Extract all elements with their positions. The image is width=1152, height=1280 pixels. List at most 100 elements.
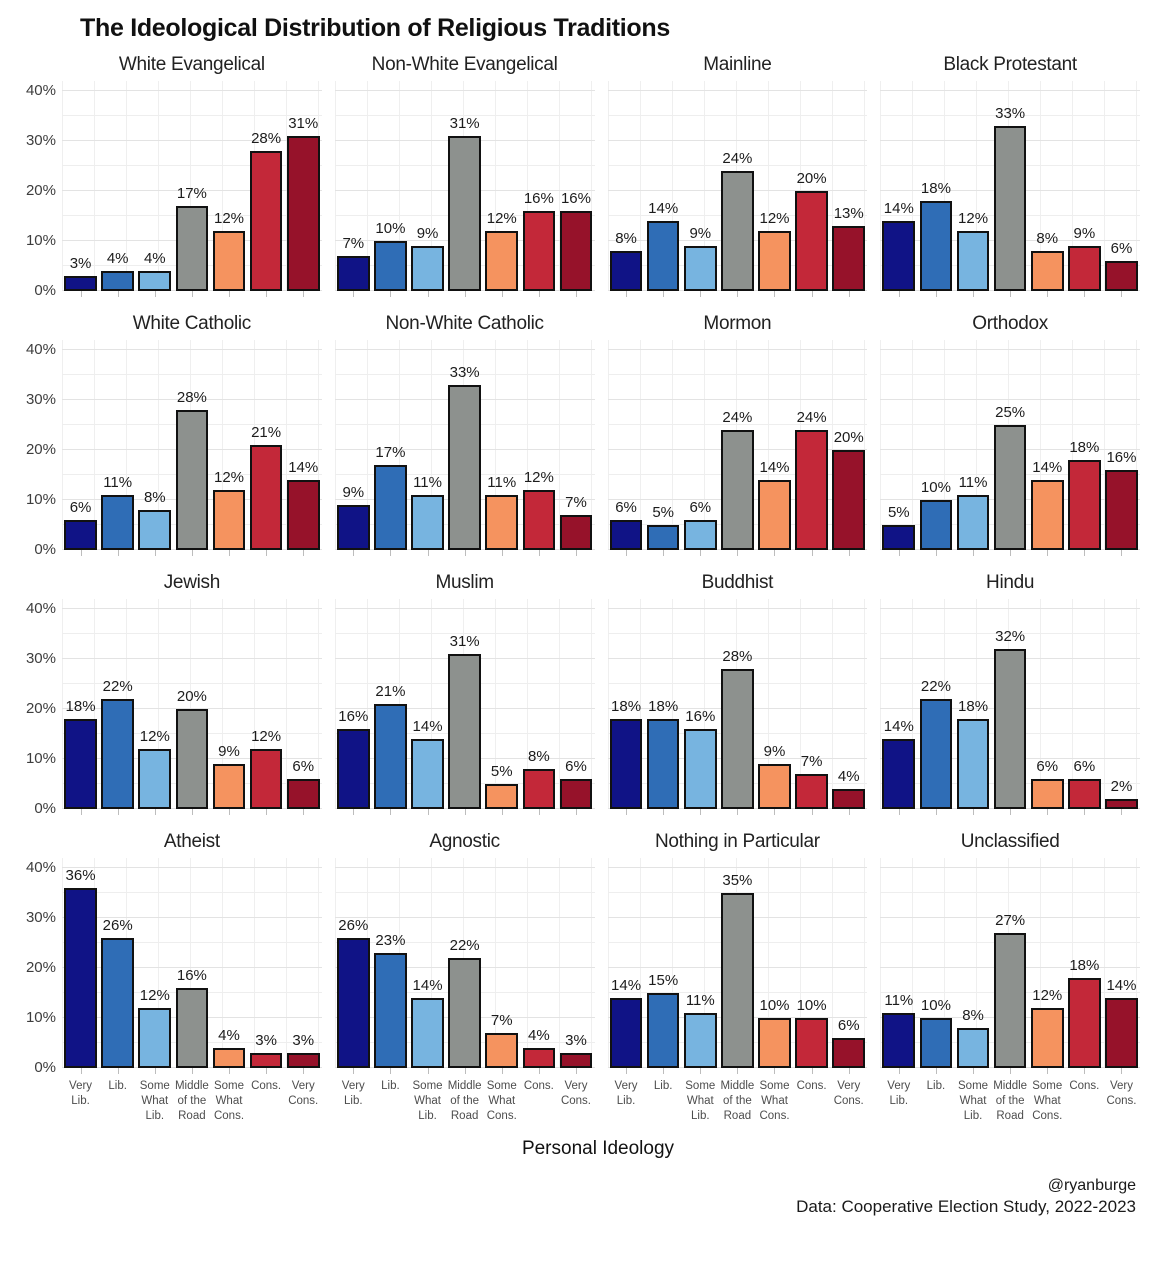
axis-tick <box>811 291 813 297</box>
axis-ticks <box>880 1068 1140 1075</box>
bar-slot: 18% <box>954 599 991 809</box>
bar-value-label: 6% <box>565 758 587 775</box>
bar-value-label: 10% <box>759 997 790 1014</box>
axis-tick <box>935 1068 937 1074</box>
bar <box>286 1053 320 1068</box>
bar <box>249 1053 283 1068</box>
bar <box>721 430 754 550</box>
bar-slot: 31% <box>285 81 322 291</box>
bar <box>832 450 866 550</box>
axis-tick <box>737 291 739 297</box>
y-tick-label: 0% <box>34 1059 56 1076</box>
bar-value-label: 24% <box>796 409 827 426</box>
axis-tick <box>898 809 900 815</box>
facet-agnostic: Agnostic 26% 23% 14% 22% 7% 4% 3% Very Lib. Lib. S… <box>334 830 595 1124</box>
bar <box>374 241 407 291</box>
bar-slot: 3% <box>62 81 99 291</box>
bar <box>919 500 953 550</box>
bar <box>374 953 407 1068</box>
bar <box>758 1018 791 1068</box>
bar-value-label: 12% <box>1032 987 1063 1004</box>
bar <box>138 749 172 809</box>
bar-slot: 14% <box>608 858 645 1068</box>
bar-slot: 11% <box>99 340 136 550</box>
bar-value-label: 9% <box>689 225 712 242</box>
bar-value-label: 14% <box>611 977 642 994</box>
bar-slot: 4% <box>520 858 557 1068</box>
x-tick-label: Very Cons. <box>560 1080 591 1107</box>
axis-tick <box>303 550 305 556</box>
bar-slot: 16% <box>557 81 594 291</box>
facet-title: Agnostic <box>429 831 500 852</box>
axis-tick <box>700 1068 702 1074</box>
bar <box>882 221 916 291</box>
facet-title: White Catholic <box>132 313 252 334</box>
bar-value-label: 22% <box>102 678 133 695</box>
bar <box>448 136 481 291</box>
bar-value-label: 6% <box>689 499 712 516</box>
bar <box>609 719 643 809</box>
bar-value-label: 5% <box>887 504 910 521</box>
axis-tick <box>1121 550 1123 556</box>
bar-value-label: 18% <box>1069 957 1100 974</box>
bar-slot: 14% <box>645 81 682 291</box>
y-tick-label: 40% <box>25 859 56 876</box>
bar-value-label: 3% <box>565 1032 587 1049</box>
bar-value-label: 9% <box>1073 225 1096 242</box>
bar-slot: 16% <box>173 858 210 1068</box>
bar-slot: 22% <box>99 599 136 809</box>
bar <box>721 893 754 1068</box>
axis-tick <box>154 550 156 556</box>
bar <box>646 993 680 1068</box>
bar-slot: 10% <box>372 81 409 291</box>
x-tick-label: Lib. <box>926 1080 946 1092</box>
bar-slot: 27% <box>992 858 1029 1068</box>
bar-value-label: 7% <box>565 494 587 511</box>
axis-tick <box>626 809 628 815</box>
bar-slot: 12% <box>210 340 247 550</box>
x-tick-labels: Very Lib. Lib. Some What Lib. Middle of the… <box>62 1079 322 1124</box>
bar-value-label: 17% <box>176 185 207 202</box>
bar <box>411 998 444 1068</box>
bar-slot: 18% <box>1066 858 1103 1068</box>
bar-slot: 9% <box>1066 81 1103 291</box>
y-tick-label: 30% <box>25 909 56 926</box>
bar <box>1068 978 1101 1068</box>
axis-tick <box>973 550 975 556</box>
plot-area: 5% 10% 11% 25% 14% 18% 16% <box>880 340 1140 550</box>
axis-tick <box>427 550 429 556</box>
axis-tick <box>303 1068 305 1074</box>
axis-tick <box>898 1068 900 1074</box>
facet-atheist: Atheist 36% 26% 12% 16% 4% 3% 3% Very Lib. Lib. So… <box>62 830 322 1124</box>
bar-value-label: 31% <box>449 115 480 132</box>
x-tick-label: Some What Lib. <box>139 1080 170 1122</box>
bar-slot: 5% <box>483 599 520 809</box>
axis-tick <box>80 550 82 556</box>
bar-slot: 26% <box>335 858 372 1068</box>
bar-value-label: 21% <box>251 424 282 441</box>
bar <box>721 171 754 291</box>
x-tick-labels: Very Lib. Lib. Some What Lib. Middle of the… <box>335 1079 595 1124</box>
bar <box>882 739 916 809</box>
bar-slot: 24% <box>793 340 830 550</box>
y-axis: 0% 10% 20% 30% 40% <box>10 858 62 1076</box>
axis-tick <box>427 809 429 815</box>
facet-title: Buddhist <box>701 572 774 593</box>
bar-slot: 18% <box>62 599 99 809</box>
bar <box>249 749 283 809</box>
y-tick-label: 10% <box>25 491 56 508</box>
axis-tick <box>663 1068 665 1074</box>
axis-ticks <box>608 291 868 298</box>
facet-row: 0% 10% 20% 30% 40% White Evangelical 3% 4% 4% 17%… <box>10 53 1140 299</box>
axis-tick <box>427 291 429 297</box>
y-tick-label: 10% <box>25 232 56 249</box>
bar <box>609 998 643 1068</box>
axis-tick <box>700 809 702 815</box>
bar-slot: 4% <box>210 858 247 1068</box>
bar-value-label: 28% <box>251 130 282 147</box>
x-tick-label: Some What Cons. <box>759 1080 790 1122</box>
bar <box>286 136 320 291</box>
bar <box>138 1008 172 1068</box>
y-tick-label: 40% <box>25 600 56 617</box>
bar-value-label: 13% <box>833 205 864 222</box>
